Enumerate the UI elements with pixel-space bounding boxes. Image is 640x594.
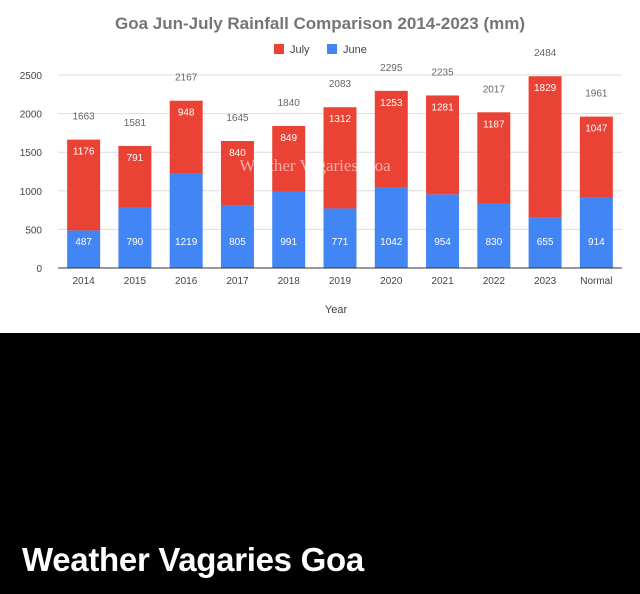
x-axis-title: Year bbox=[325, 304, 348, 316]
data-label-july: 1829 bbox=[534, 83, 557, 94]
stacked-bar-chart: Goa Jun-July Rainfall Comparison 2014-20… bbox=[20, 14, 622, 316]
bar-june-2016 bbox=[169, 173, 203, 268]
x-tick-label: 2015 bbox=[124, 276, 147, 287]
bar-july-2015 bbox=[118, 145, 152, 208]
legend: July June bbox=[274, 44, 367, 56]
data-label-june: 954 bbox=[434, 237, 451, 248]
data-label-total: 2484 bbox=[534, 48, 557, 59]
data-label-june: 805 bbox=[229, 237, 246, 248]
legend-label-july: July bbox=[290, 44, 310, 56]
x-tick-label: 2020 bbox=[380, 276, 403, 287]
data-label-july: 1187 bbox=[483, 119, 505, 130]
x-tick-label: 2022 bbox=[483, 276, 506, 287]
data-label-july: 1176 bbox=[73, 147, 95, 158]
data-label-june: 991 bbox=[280, 237, 297, 248]
x-axis-ticks: 2014 2015 2016 2017 2018 2019 2020 2021 2022 2023… bbox=[73, 276, 613, 287]
data-label-july: 840 bbox=[229, 148, 246, 159]
legend-swatch-july bbox=[274, 44, 284, 54]
x-tick-label: 2023 bbox=[534, 276, 557, 287]
data-label-june: 1042 bbox=[380, 237, 403, 248]
bar-june-2023 bbox=[528, 217, 562, 268]
y-axis-ticks: 0 500 1000 1500 2000 2500 bbox=[20, 71, 43, 275]
bar-june-2021 bbox=[426, 194, 460, 268]
bar-july-2021 bbox=[426, 95, 460, 195]
data-label-july: 849 bbox=[280, 133, 297, 144]
x-tick-label: 2016 bbox=[175, 276, 198, 287]
y-tick-label: 2500 bbox=[20, 71, 43, 82]
bar-june-2014 bbox=[67, 230, 101, 268]
bar-june-2018 bbox=[272, 191, 306, 268]
data-label-total: 2167 bbox=[175, 73, 198, 84]
data-label-june: 830 bbox=[485, 237, 502, 248]
data-label-june: 914 bbox=[588, 237, 605, 248]
data-label-june: 487 bbox=[75, 237, 92, 248]
bar-july-2020 bbox=[374, 90, 408, 188]
bar-june-2015 bbox=[118, 207, 152, 268]
data-label-june: 790 bbox=[127, 237, 144, 248]
y-tick-label: 1000 bbox=[20, 187, 43, 198]
y-tick-label: 0 bbox=[36, 264, 42, 275]
data-label-total: 1663 bbox=[73, 112, 96, 123]
data-label-july: 1281 bbox=[431, 102, 454, 113]
bars: 487 1176 1663 790 791 1581 1219 948 2167 805 840 16… bbox=[67, 48, 613, 268]
data-label-total: 1840 bbox=[278, 98, 301, 109]
chart-panel: Goa Jun-July Rainfall Comparison 2014-20… bbox=[0, 0, 640, 333]
bar-june-2017 bbox=[220, 205, 254, 268]
data-label-total: 1581 bbox=[124, 118, 147, 129]
data-label-june: 771 bbox=[332, 237, 349, 248]
data-label-total: 2235 bbox=[431, 67, 454, 78]
bar-july-2022 bbox=[477, 112, 511, 204]
data-label-july: 1312 bbox=[329, 114, 352, 125]
caption: Weather Vagaries Goa bbox=[22, 541, 364, 578]
bar-july-2017 bbox=[220, 141, 254, 206]
bar-july-2018 bbox=[272, 125, 306, 192]
bar-july-2023 bbox=[528, 76, 562, 218]
legend-label-june: June bbox=[343, 44, 367, 56]
data-label-july: 1253 bbox=[380, 98, 403, 109]
x-tick-label: 2018 bbox=[278, 276, 301, 287]
bar-june-2019 bbox=[323, 208, 357, 268]
y-tick-label: 2000 bbox=[20, 110, 43, 121]
x-tick-label: Normal bbox=[580, 276, 612, 287]
chart-title: Goa Jun-July Rainfall Comparison 2014-20… bbox=[115, 14, 525, 33]
data-label-total: 1645 bbox=[226, 113, 249, 124]
bar-july-2019 bbox=[323, 107, 357, 209]
data-label-july: 791 bbox=[127, 153, 144, 164]
watermark: Weather Vagaries Goa bbox=[239, 156, 391, 175]
x-tick-label: 2014 bbox=[73, 276, 96, 287]
bar-june-2022 bbox=[477, 203, 511, 268]
bar-june-2020 bbox=[374, 187, 408, 268]
y-tick-label: 1500 bbox=[20, 148, 43, 159]
data-label-june: 655 bbox=[537, 237, 554, 248]
x-tick-label: 2019 bbox=[329, 276, 352, 287]
x-tick-label: 2017 bbox=[226, 276, 249, 287]
bar-july-2014 bbox=[67, 139, 101, 231]
data-label-total: 2017 bbox=[483, 84, 506, 95]
bar-july-Normal bbox=[579, 116, 613, 198]
y-tick-label: 500 bbox=[25, 225, 42, 236]
legend-swatch-june bbox=[327, 44, 337, 54]
data-label-july: 1047 bbox=[585, 124, 608, 135]
data-label-june: 1219 bbox=[175, 237, 198, 248]
bar-july-2016 bbox=[169, 100, 203, 174]
data-label-total: 2295 bbox=[380, 63, 403, 74]
x-tick-label: 2021 bbox=[431, 276, 454, 287]
data-label-total: 1961 bbox=[585, 89, 608, 100]
data-label-july: 948 bbox=[178, 108, 195, 119]
bar-june-Normal bbox=[579, 197, 613, 268]
data-label-total: 2083 bbox=[329, 79, 352, 90]
